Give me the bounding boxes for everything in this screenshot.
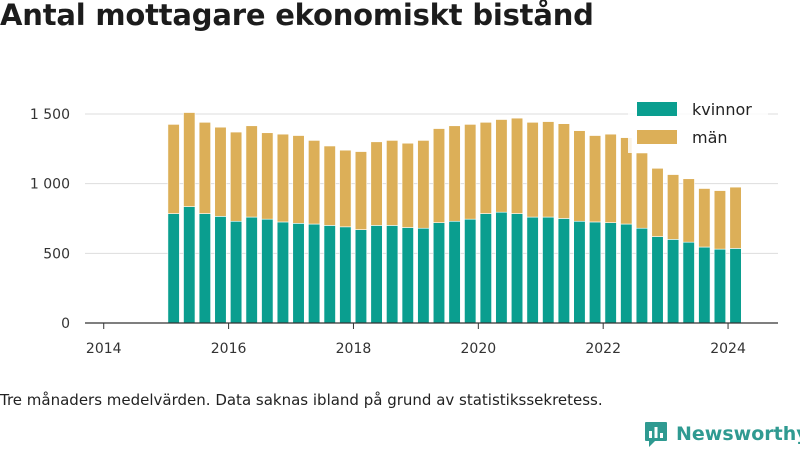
bar-man — [729, 186, 742, 249]
legend-label: kvinnor — [692, 100, 752, 119]
legend-label: män — [692, 128, 728, 147]
bar-kvinnor — [183, 206, 196, 324]
bar-kvinnor — [354, 229, 368, 324]
bar-kvinnor — [542, 216, 555, 324]
bar-kvinnor — [432, 222, 446, 324]
y-tick-label: 1 500 — [30, 107, 70, 123]
y-tick-label: 500 — [43, 246, 70, 262]
bar-kvinnor — [667, 239, 680, 324]
bar-kvinnor — [386, 225, 399, 324]
newsworthy-logo-text: Newsworthy — [676, 423, 800, 445]
x-tick-label: 2024 — [710, 341, 746, 357]
bar-man — [589, 135, 602, 223]
stacked-bar-chart: 0 500 1 000 1 500 2014 2016 2018 2020 2022 2024 k… — [29, 95, 778, 357]
bar-man — [698, 188, 711, 248]
bar-man — [635, 152, 648, 229]
legend-swatch — [637, 130, 677, 144]
x-tick-label: 2018 — [336, 341, 372, 357]
bar-man — [464, 124, 477, 220]
bar-man — [183, 112, 196, 207]
bar-man — [386, 140, 399, 226]
y-tick-label: 1 000 — [30, 177, 70, 193]
bar-man — [510, 117, 524, 214]
bar-kvinnor — [370, 225, 383, 324]
bar-man — [573, 130, 586, 222]
bar-man — [245, 125, 258, 218]
bar-man — [682, 178, 695, 243]
bar-kvinnor — [323, 225, 336, 324]
axes: 0 500 1 000 1 500 2014 2016 2018 2020 2022 2024 — [30, 107, 778, 357]
bar-kvinnor — [510, 213, 524, 324]
bar-man — [604, 133, 617, 223]
bar-kvinnor — [495, 211, 508, 324]
bar-kvinnor — [198, 213, 211, 324]
bar-man — [667, 174, 680, 240]
bar-man — [448, 125, 461, 222]
bar-kvinnor — [448, 220, 461, 324]
bar-man — [557, 123, 570, 219]
legend: kvinnor män — [628, 95, 768, 153]
bar-man — [713, 190, 726, 250]
bar-man — [339, 149, 352, 228]
x-tick-label: 2016 — [211, 341, 247, 357]
bar-man — [230, 131, 243, 222]
bar-kvinnor — [417, 227, 430, 324]
bar-kvinnor — [651, 236, 664, 324]
bar-man — [323, 145, 336, 226]
bar-kvinnor — [292, 223, 305, 324]
bar-kvinnor — [682, 241, 695, 324]
bar-man — [620, 137, 633, 225]
bar-kvinnor — [729, 248, 742, 324]
bar-kvinnor — [713, 248, 726, 324]
bar-man — [479, 122, 492, 214]
bar-kvinnor — [604, 222, 617, 324]
bar-man — [495, 119, 508, 213]
bar-man — [401, 142, 414, 228]
bar-kvinnor — [339, 226, 352, 324]
bar-kvinnor — [167, 213, 180, 324]
bar-kvinnor — [589, 221, 602, 324]
bar-kvinnor — [526, 216, 539, 324]
bar-man — [198, 122, 211, 214]
bar-man — [370, 141, 383, 226]
bar-man — [651, 167, 664, 237]
bars — [167, 112, 742, 324]
bar-man — [214, 126, 227, 217]
bar-kvinnor — [635, 227, 648, 324]
bar-kvinnor — [464, 218, 477, 324]
bar-man — [354, 151, 368, 230]
x-tick-label: 2020 — [461, 341, 497, 357]
x-tick-label: 2014 — [86, 341, 122, 357]
legend-swatch — [637, 102, 677, 116]
bar-kvinnor — [245, 216, 258, 324]
bar-kvinnor — [573, 220, 586, 324]
footnote: Tre månaders medelvärden. Data saknas ib… — [0, 391, 603, 409]
bar-man — [417, 140, 430, 229]
bar-kvinnor — [230, 220, 243, 324]
chart-title: Antal mottagare ekonomiskt bistånd — [0, 0, 594, 32]
bar-kvinnor — [214, 216, 227, 324]
newsworthy-logo-icon — [645, 422, 667, 447]
bar-man — [276, 133, 289, 223]
bar-kvinnor — [401, 227, 414, 324]
bar-kvinnor — [308, 223, 321, 324]
bar-man — [526, 122, 539, 218]
x-tick-label: 2022 — [585, 341, 621, 357]
bar-man — [308, 140, 321, 225]
bar-man — [542, 121, 555, 218]
bar-man — [432, 128, 446, 223]
bar-kvinnor — [557, 218, 570, 324]
bar-man — [261, 132, 274, 220]
y-tick-label: 0 — [61, 316, 70, 332]
bar-man — [167, 124, 180, 214]
bar-man — [292, 135, 305, 224]
bar-kvinnor — [620, 223, 633, 324]
newsworthy-logo: Newsworthy — [644, 419, 800, 449]
bar-kvinnor — [698, 246, 711, 324]
bar-kvinnor — [261, 218, 274, 324]
bar-kvinnor — [479, 213, 492, 324]
bar-kvinnor — [276, 221, 289, 324]
